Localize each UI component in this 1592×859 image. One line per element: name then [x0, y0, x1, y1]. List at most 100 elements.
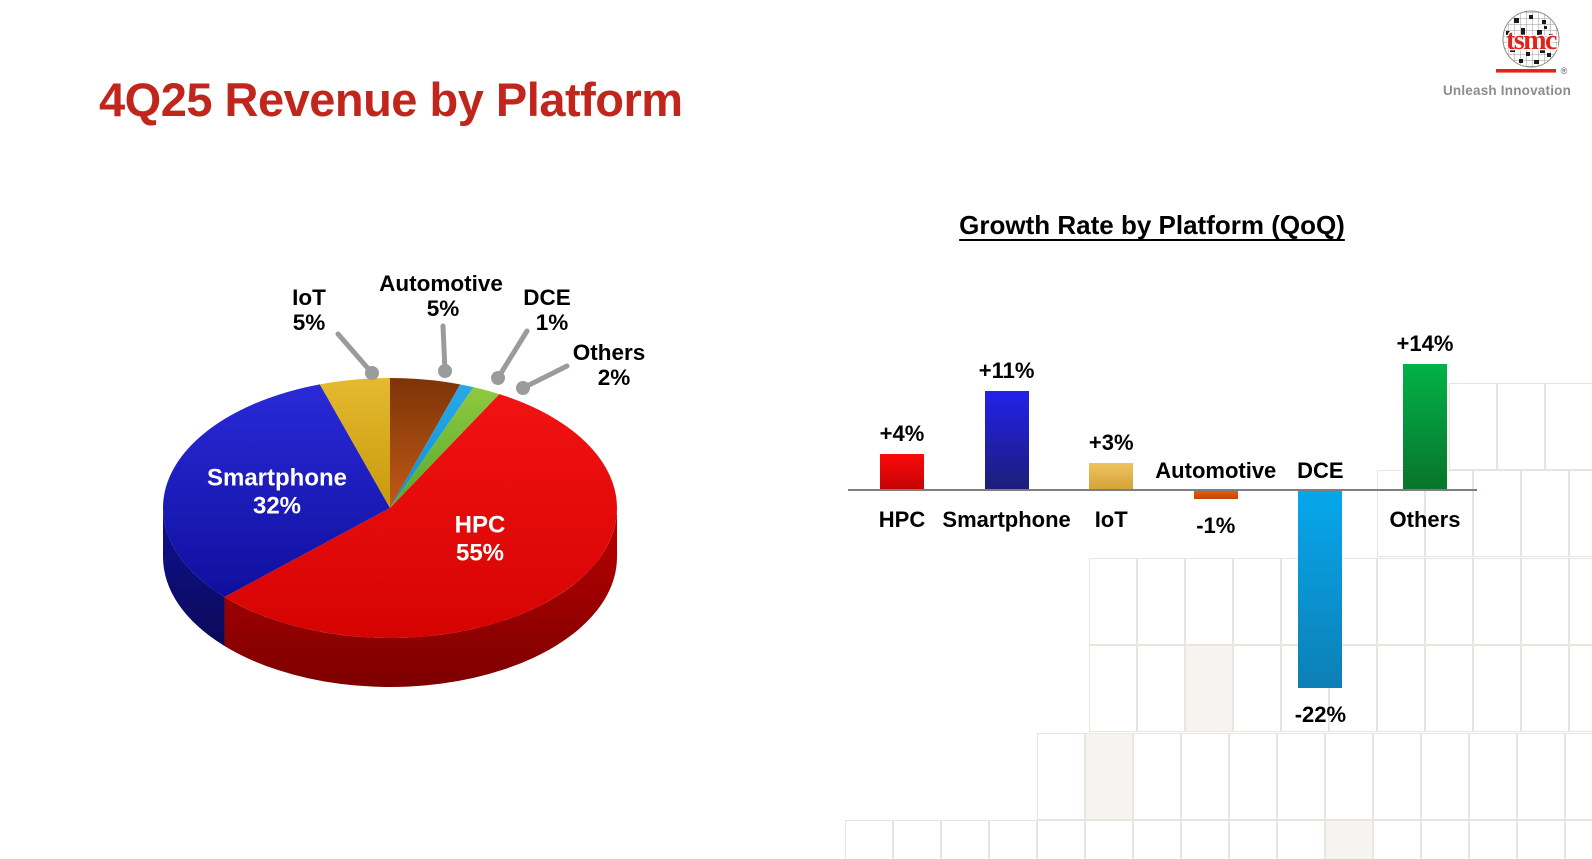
bar-smartphone: [984, 391, 1029, 490]
watermark-cell: [1569, 557, 1592, 645]
watermark-cell: [1449, 382, 1497, 470]
watermark-cell: [893, 820, 941, 859]
watermark-cell: [1325, 820, 1373, 859]
watermark-cell: [1185, 645, 1233, 732]
tsmc-logo: tsmc ® Unleash Innovation: [1422, 6, 1592, 106]
watermark-cell: [1089, 645, 1137, 732]
tsmc-logotype: tsmc: [1506, 25, 1557, 56]
watermark-cell: [1497, 382, 1545, 470]
watermark-cell: [1569, 470, 1592, 557]
bar-value-label-dce: -22%: [1294, 702, 1347, 727]
pie-value-iot: 5%: [293, 310, 326, 335]
pie-callout-dot-others: [516, 381, 530, 395]
watermark-cell: [1185, 557, 1233, 645]
tsmc-wafer-logo: tsmc ®: [1496, 10, 1568, 76]
watermark-cell: [1473, 557, 1521, 645]
bar-dce: [1298, 490, 1343, 688]
watermark-cell: [1421, 820, 1469, 859]
watermark-cell: [1373, 820, 1421, 859]
watermark-cell: [1377, 470, 1425, 557]
bar-category-label-iot: IoT: [1094, 507, 1128, 532]
watermark-cell: [1565, 732, 1592, 820]
bar-value-label-hpc: +4%: [879, 421, 925, 446]
bar-category-label-automotive: Automotive: [1155, 458, 1277, 483]
pie-callout-dot-dce: [491, 371, 505, 385]
pie-label-iot: IoT: [292, 285, 326, 310]
watermark-cell: [1325, 732, 1373, 820]
watermark-cell: [1421, 732, 1469, 820]
bar-others: [1403, 364, 1447, 490]
watermark-cell: [1521, 557, 1569, 645]
watermark-cell: [1517, 820, 1565, 859]
growth-chart-title-text: Growth Rate by Platform (QoQ): [959, 210, 1345, 240]
watermark-cell: [1037, 732, 1085, 820]
watermark-cell: [1569, 645, 1592, 732]
pie-label-automotive: Automotive: [379, 271, 503, 296]
watermark-cell: [1229, 732, 1277, 820]
watermark-cell: [1425, 470, 1473, 557]
watermark-cell: [941, 820, 989, 859]
bar-automotive: [1193, 490, 1238, 499]
bar-category-label-others: Others: [1389, 507, 1461, 532]
watermark-cell: [1521, 470, 1569, 557]
pie-callout-dot-iot: [365, 366, 379, 380]
pie-wall-smartphone: [163, 508, 225, 646]
pie-slice-dce: [390, 384, 474, 508]
pie-slice-automotive: [390, 378, 461, 508]
pie-label-dce: DCE: [523, 285, 571, 310]
pie-slice-iot: [319, 378, 390, 508]
watermark-cell: [1085, 820, 1133, 859]
bar-hpc: [880, 454, 924, 490]
pie-value-others: 2%: [598, 365, 631, 390]
pie-callout-dot-automotive: [438, 364, 452, 378]
pie-value-dce: 1%: [536, 310, 569, 335]
pie-label-smartphone: Smartphone: [207, 465, 347, 492]
pie-slice-smartphone: [162, 384, 390, 597]
pie-slice-others: [390, 387, 500, 508]
watermark-cell: [1377, 557, 1425, 645]
slide-title: 4Q25 Revenue by Platform: [99, 73, 683, 126]
watermark-cell: [1133, 820, 1181, 859]
watermark-cell: [1089, 557, 1137, 645]
bar-category-label-hpc: HPC: [878, 507, 926, 532]
watermark-cell: [1469, 732, 1517, 820]
watermark-cell: [1377, 645, 1425, 732]
bar-value-label-automotive: -1%: [1196, 513, 1236, 538]
watermark-cell: [1329, 645, 1377, 732]
logo-tagline: Unleash Innovation: [1442, 83, 1572, 98]
watermark-cell: [1473, 470, 1521, 557]
pie-callout-line-dce: [495, 328, 530, 381]
watermark-cell: [1137, 645, 1185, 732]
watermark-cell: [1473, 645, 1521, 732]
watermark-cell: [1181, 820, 1229, 859]
registered-mark: ®: [1561, 66, 1568, 76]
pie-callout-line-iot: [335, 331, 375, 376]
watermark-cell: [1565, 820, 1592, 859]
watermark-cell: [1181, 732, 1229, 820]
pie-value-smartphone: 32%: [253, 493, 301, 520]
watermark-cell: [1133, 732, 1181, 820]
watermark-cell: [845, 820, 893, 859]
pie-callout-line-automotive: [440, 323, 448, 374]
logo-underline: [1496, 69, 1556, 73]
pie-wall-hpc: [224, 508, 618, 688]
watermark-cell: [1037, 820, 1085, 859]
watermark-cell: [1521, 645, 1569, 732]
watermark-cell: [989, 820, 1037, 859]
watermark-cell: [1425, 557, 1473, 645]
watermark-cell: [1085, 732, 1133, 820]
watermark-cell: [1425, 645, 1473, 732]
watermark-cell: [1277, 820, 1325, 859]
watermark-cell: [1469, 820, 1517, 859]
pie-label-others: Others: [573, 340, 646, 365]
wafer-chips: [1506, 15, 1553, 64]
bar-category-label-dce: DCE: [1297, 458, 1344, 483]
watermark-cell: [1233, 645, 1281, 732]
bar-category-label-smartphone: Smartphone: [942, 507, 1071, 532]
pie-value-hpc: 55%: [456, 540, 504, 567]
watermark-cell: [1277, 732, 1325, 820]
watermark-cell: [1545, 382, 1592, 470]
